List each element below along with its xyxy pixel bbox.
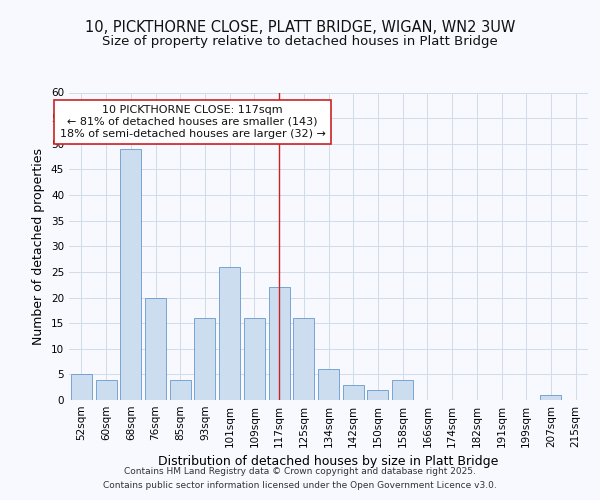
Bar [367, 390, 388, 400]
Bar [269, 287, 290, 400]
Bar [95, 380, 116, 400]
Bar [145, 298, 166, 400]
Bar [318, 369, 339, 400]
Bar [194, 318, 215, 400]
Bar [293, 318, 314, 400]
X-axis label: Distribution of detached houses by size in Platt Bridge: Distribution of detached houses by size … [158, 456, 499, 468]
Text: 10 PICKTHORNE CLOSE: 117sqm
← 81% of detached houses are smaller (143)
18% of se: 10 PICKTHORNE CLOSE: 117sqm ← 81% of det… [59, 106, 326, 138]
Y-axis label: Number of detached properties: Number of detached properties [32, 148, 46, 345]
Bar [244, 318, 265, 400]
Text: Size of property relative to detached houses in Platt Bridge: Size of property relative to detached ho… [102, 35, 498, 48]
Text: Contains HM Land Registry data © Crown copyright and database right 2025.: Contains HM Land Registry data © Crown c… [124, 467, 476, 476]
Bar [120, 149, 141, 400]
Bar [219, 267, 240, 400]
Bar [392, 380, 413, 400]
Bar [170, 380, 191, 400]
Bar [541, 395, 562, 400]
Text: 10, PICKTHORNE CLOSE, PLATT BRIDGE, WIGAN, WN2 3UW: 10, PICKTHORNE CLOSE, PLATT BRIDGE, WIGA… [85, 20, 515, 35]
Text: Contains public sector information licensed under the Open Government Licence v3: Contains public sector information licen… [103, 481, 497, 490]
Bar [71, 374, 92, 400]
Bar [343, 384, 364, 400]
